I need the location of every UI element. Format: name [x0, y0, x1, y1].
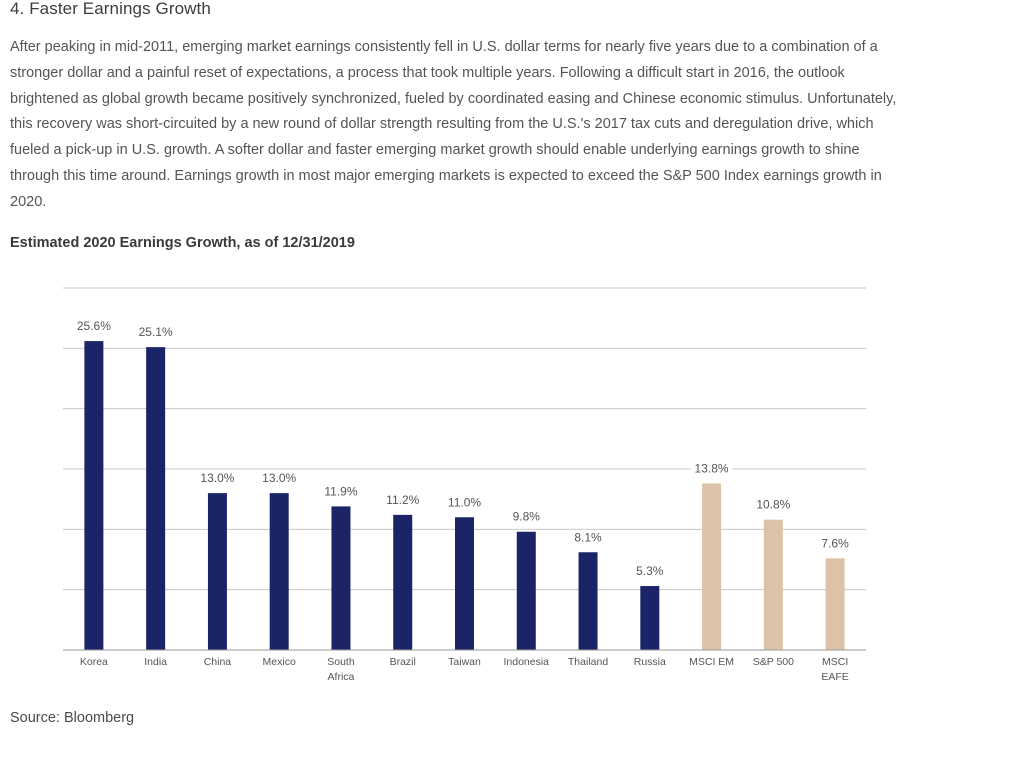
bar-value-label: 11.2% [386, 493, 419, 507]
bar-value-label: 9.8% [513, 510, 541, 524]
bar [578, 552, 598, 650]
category-label: MSCI [822, 656, 848, 668]
category-label: Russia [634, 656, 666, 668]
bar [455, 517, 474, 650]
bar-value-label-bg [381, 492, 424, 507]
bar [146, 347, 166, 650]
intro-paragraph: After peaking in mid-2011, emerging mark… [10, 39, 897, 210]
category-label: Brazil [390, 656, 416, 668]
bar-value-label-bg [72, 319, 115, 334]
bar-value-label: 11.0% [448, 495, 481, 509]
bar-value-label-bg [319, 484, 362, 499]
bar-value-label: 25.1% [139, 325, 173, 339]
bar-value-label: 5.3% [636, 564, 664, 578]
category-label: Taiwan [448, 656, 481, 668]
bar-value-label-bg [632, 564, 668, 579]
bar [269, 493, 289, 650]
bar-value-label: 10.8% [756, 498, 790, 512]
bar-value-label: 13.0% [262, 471, 296, 485]
bar-value-label-bg [443, 495, 486, 510]
category-label: South [327, 656, 355, 668]
bar-value-label-bg [508, 509, 544, 524]
bar [393, 514, 413, 650]
earnings-growth-bar-chart: 25.6% Korea 25.1% India 13.0% China 13.0% Mexic… [63, 287, 866, 683]
bar-value-label-bg [817, 536, 853, 551]
category-label: EAFE [821, 671, 848, 683]
bar-value-label-bg [570, 530, 606, 545]
category-label: India [144, 656, 167, 668]
section-heading: 4. Faster Earnings Growth [10, 0, 211, 18]
bar-value-label: 13.8% [695, 461, 729, 475]
category-label: Korea [80, 656, 108, 668]
category-label: MSCI EM [689, 656, 734, 668]
bar [331, 506, 351, 650]
bar-value-label-bg [134, 325, 177, 340]
bar [702, 483, 722, 650]
bar [516, 531, 536, 650]
source-note: Source: Bloomberg [10, 710, 135, 726]
bar-value-label: 25.6% [77, 319, 111, 333]
bar [640, 586, 660, 650]
bar-value-label: 11.9% [324, 484, 357, 498]
chart-title: Estimated 2020 Earnings Growth, as of 12… [10, 235, 355, 251]
bar-value-label: 13.0% [200, 471, 234, 485]
bar-value-label-bg [196, 471, 239, 486]
category-label: China [204, 656, 232, 668]
bar [207, 493, 227, 650]
bar-value-label: 7.6% [821, 536, 849, 550]
bar-value-label-bg [258, 471, 301, 486]
category-label: Thailand [568, 656, 608, 668]
bar-value-label-bg [752, 497, 795, 512]
bar [825, 558, 845, 650]
bar [84, 341, 104, 650]
category-label: Mexico [263, 656, 296, 668]
category-label: Indonesia [503, 656, 549, 668]
bar-value-label: 8.1% [574, 530, 602, 544]
bar-value-label-bg [690, 461, 733, 476]
category-label: Africa [328, 671, 355, 683]
category-label: S&P 500 [753, 656, 794, 668]
bar [763, 519, 783, 650]
